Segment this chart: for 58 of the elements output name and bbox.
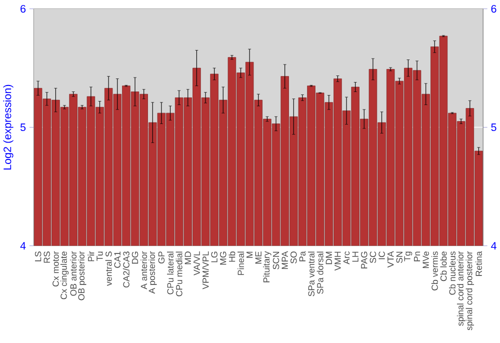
x-tick-label: Pituitary [263, 251, 272, 282]
x-tick-label: Tu [96, 252, 103, 262]
x-tick-label: ventral S [105, 252, 112, 286]
x-tick-label: Cx cingulate [60, 252, 69, 300]
y-tick-label: 6 [20, 5, 26, 13]
x-tick-label: MG [220, 252, 226, 265]
x-tick-label: LH [352, 252, 358, 262]
x-tick-label: LG [211, 252, 218, 262]
x-tick-label: CA1 [114, 252, 121, 268]
x-tick-label: CA2/CA3 [122, 252, 130, 288]
x-tick-label: OB posterior [78, 251, 86, 300]
y-axis-title: Log2 (expression) [3, 85, 14, 170]
x-tick-label: Cx motor [52, 251, 59, 287]
x-tick-label: Retina [475, 251, 482, 276]
x-tick-label: CPu lateral [167, 252, 174, 294]
x-tick-label: Pineal [238, 252, 244, 276]
x-tick-label: SN [396, 252, 403, 264]
y-tick-label: 4 [20, 242, 26, 250]
y-tick-label: 5 [20, 124, 26, 132]
x-tick-label: Cb lobe [440, 252, 447, 282]
x-tick-label: PAG [361, 252, 368, 269]
x-tick-label: ME [255, 252, 262, 264]
x-tick-label: VPM/VPL [202, 252, 209, 290]
x-tick-label: SCN [272, 252, 280, 270]
x-tick-label: Cb nucleus [449, 252, 456, 295]
x-tick-label: DG [132, 252, 138, 264]
x-tick-label: MVe [422, 252, 429, 268]
x-tick-label: A posterior [148, 251, 157, 294]
x-tick-label: VMH [334, 252, 341, 271]
x-tick-label: CPu medial [176, 252, 182, 296]
x-tick-label: SO [290, 252, 297, 264]
x-tick-label: IC [378, 252, 385, 260]
y2-tick-label: 5 [491, 124, 496, 132]
x-tick-label: RS [44, 252, 50, 263]
x-tick-label: VA/VL [193, 252, 200, 276]
x-tick-label: Arc [343, 252, 350, 264]
y2-tick-label: 6 [491, 5, 496, 13]
x-tick-label: Hb [228, 252, 236, 262]
x-tick-label: LS [34, 252, 42, 262]
x-tick-label: spinal cord anterior [456, 251, 466, 326]
x-tick-label: OB anterior [70, 251, 77, 296]
x-tick-label: Cb vermis [431, 252, 438, 290]
x-tick-label: MD [184, 252, 191, 264]
x-tick-label: spinal cord posterior [466, 251, 474, 330]
x-tick-label: VTA [388, 251, 394, 268]
x-tick-label: MPA [282, 251, 288, 269]
x-tick-label: Pn [414, 252, 420, 262]
x-tick-label: M [246, 252, 253, 258]
x-tick-label: Tg [404, 252, 412, 262]
x-tick-label: DM [326, 252, 332, 264]
x-tick-label: SPa dorsal [316, 252, 324, 294]
x-tick-label: SC [370, 252, 376, 264]
x-tick-label: SPa ventral [308, 252, 315, 296]
x-tick-label: Pir [88, 251, 94, 262]
x-tick-label: GP [158, 252, 165, 264]
x-tick-label: A anterior [140, 251, 148, 290]
x-tick-label: Pa [299, 251, 306, 262]
y2-tick-label: 4 [491, 242, 496, 250]
